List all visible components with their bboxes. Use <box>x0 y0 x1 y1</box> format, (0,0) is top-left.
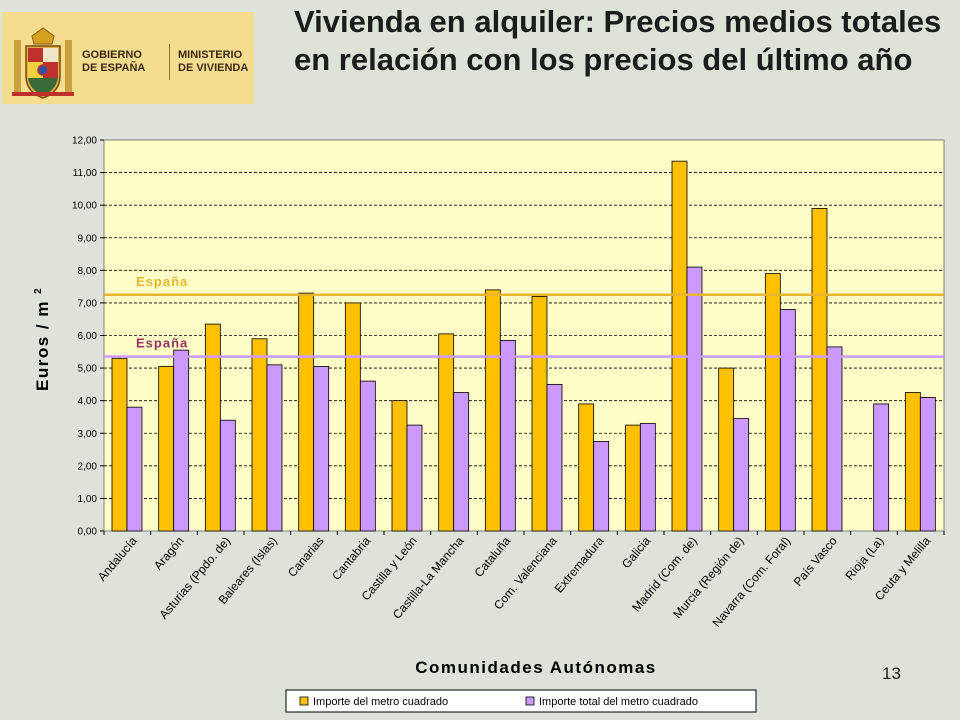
y-tick-label: 11,00 <box>73 168 98 179</box>
y-tick-label: 0,00 <box>78 527 98 538</box>
y-tick-label: 7,00 <box>78 298 98 309</box>
y-tick-label: 10,00 <box>72 201 97 212</box>
logo-divider <box>169 44 170 80</box>
bar-series1 <box>531 295 548 532</box>
logo-line: DE VIVIENDA <box>178 62 249 74</box>
logo-line: GOBIERNO <box>82 49 142 61</box>
x-category-label: Aragón <box>151 534 187 573</box>
y-tick-label: 1,00 <box>78 494 98 505</box>
reference-line-label: España <box>136 274 188 289</box>
bar-series2 <box>406 424 423 532</box>
bar-series2 <box>313 366 330 532</box>
bar-series1 <box>298 292 315 532</box>
bar-series2 <box>173 349 190 532</box>
x-category-label: Rioja (La) <box>842 534 886 583</box>
x-axis-title: Comunidades Autónomas <box>415 658 657 677</box>
bar-series2 <box>686 266 703 532</box>
bar-series1 <box>624 424 641 532</box>
bar-series1 <box>904 392 921 532</box>
bar-series1 <box>158 366 175 532</box>
legend-swatch <box>299 696 309 706</box>
bar-series2 <box>873 403 890 532</box>
x-category-label: Andalucía <box>95 534 140 584</box>
legend-label: Importe del metro cuadrado <box>313 696 448 708</box>
bar-series2 <box>826 346 843 532</box>
bar-chart: 0,00 1,00 2,00 3,00 4,00 5,00 6,00 7,00 8,00 9,00… <box>33 136 945 713</box>
bar-series2 <box>546 383 563 532</box>
bar-series1 <box>111 357 128 532</box>
bar-series2 <box>359 380 376 532</box>
bar-series1 <box>251 338 268 532</box>
y-tick-label: 2,00 <box>78 461 98 472</box>
legend-label: Importe total del metro cuadrado <box>539 696 698 708</box>
bar-series2 <box>919 397 936 532</box>
bar-series2 <box>126 406 143 532</box>
x-category-label: Navarra (Com. Foral) <box>710 534 794 630</box>
bar-series1 <box>578 403 595 532</box>
bar-series1 <box>718 367 735 532</box>
x-category-label: Galicia <box>619 534 654 571</box>
page-number: 13 <box>882 664 901 683</box>
x-category-label: Canarias <box>285 534 327 580</box>
reference-line-label: España <box>136 336 188 351</box>
x-category-label: Cantabria <box>329 534 373 583</box>
bar-series1 <box>204 323 221 532</box>
y-tick-label: 3,00 <box>78 429 98 440</box>
bar-series2 <box>219 419 236 532</box>
y-tick-label: 5,00 <box>78 364 98 375</box>
bar-series2 <box>733 418 750 532</box>
y-axis-title: Euros / m 2 <box>33 287 52 391</box>
bar-series2 <box>453 392 470 532</box>
bar-series1 <box>764 273 781 532</box>
y-tick-label: 8,00 <box>78 266 98 277</box>
logo-text-ministerio: MINISTERIO DE VIVIENDA <box>178 49 258 75</box>
logo-line: MINISTERIO <box>178 49 243 61</box>
y-tick-label: 4,00 <box>78 396 98 407</box>
legend-swatch <box>525 696 535 706</box>
y-tick-label: 12,00 <box>72 136 97 147</box>
y-tick-label: 9,00 <box>78 233 98 244</box>
chart-container: 0,00 1,00 2,00 3,00 4,00 5,00 6,00 7,00 8,00 9,00… <box>0 128 960 720</box>
bar-series1 <box>344 302 361 532</box>
slide-title: Vivienda en alquiler: Precios medios tot… <box>294 4 942 77</box>
bar-series2 <box>639 423 656 532</box>
bar-series2 <box>593 440 610 532</box>
bar-series1 <box>391 400 408 532</box>
x-category-label: País Vasco <box>791 534 840 589</box>
bar-series1 <box>811 208 828 532</box>
y-tick-label: 6,00 <box>78 331 98 342</box>
legend <box>285 689 757 713</box>
coat-of-arms-icon <box>12 27 74 99</box>
logo-line: DE ESPAÑA <box>82 62 146 74</box>
bar-series1 <box>484 289 501 532</box>
bar-series2 <box>499 339 516 532</box>
bar-series2 <box>779 309 796 532</box>
x-category-label: Cataluña <box>472 534 514 580</box>
bar-series2 <box>266 364 283 532</box>
bar-series1 <box>671 160 688 532</box>
logo-text-gobierno: GOBIERNO DE ESPAÑA <box>82 49 162 75</box>
y-axis-title-superscript: 2 <box>33 287 44 294</box>
government-logo: GOBIERNO DE ESPAÑA MINISTERIO DE VIVIEND… <box>2 12 254 104</box>
bar-series1 <box>438 333 455 532</box>
y-axis-title-text: Euros / m <box>33 294 52 391</box>
x-category-label: Extremadura <box>552 534 607 596</box>
